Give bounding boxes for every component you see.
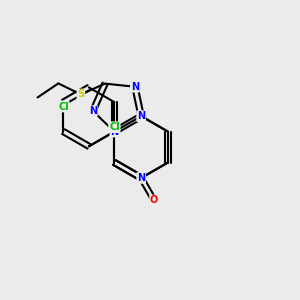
Text: Cl: Cl xyxy=(109,122,120,132)
Text: Cl: Cl xyxy=(58,102,69,112)
Text: O: O xyxy=(150,195,158,206)
Text: N: N xyxy=(137,111,145,121)
Text: N: N xyxy=(131,82,139,92)
Text: S: S xyxy=(77,89,84,99)
Text: N: N xyxy=(110,127,118,136)
Text: N: N xyxy=(137,173,145,183)
Text: N: N xyxy=(89,106,97,116)
